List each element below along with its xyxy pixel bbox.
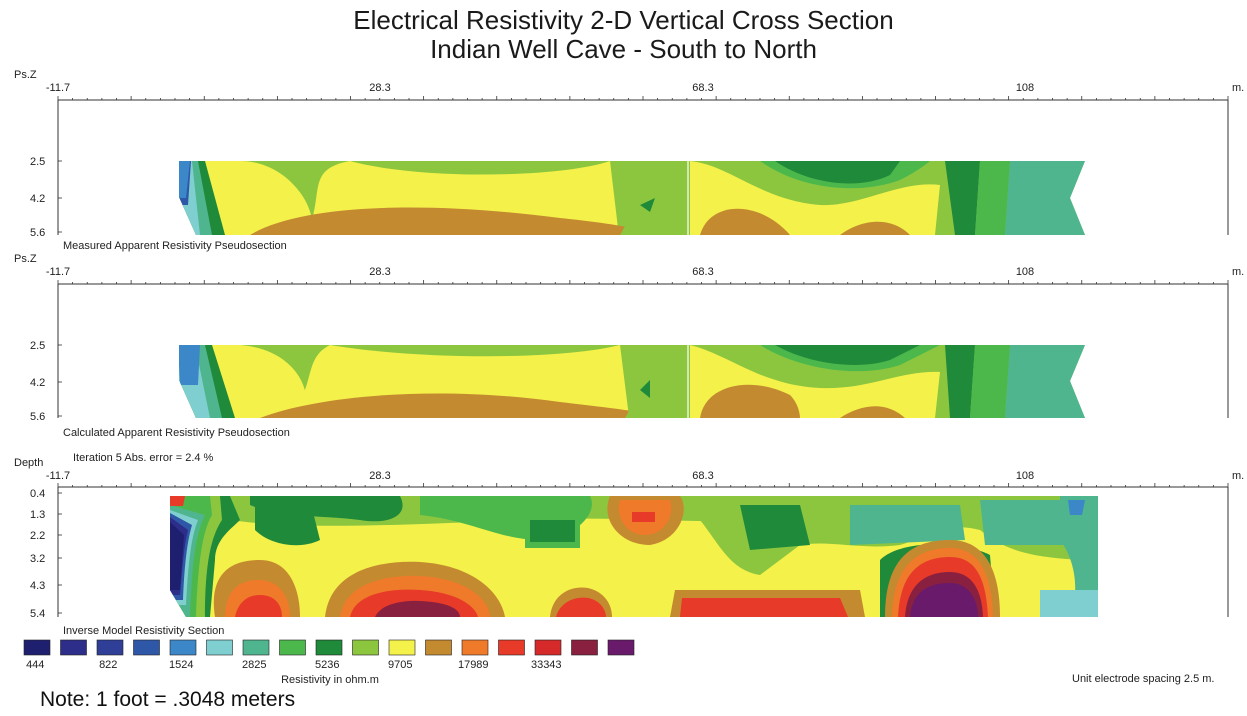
legend-swatch (534, 639, 562, 656)
legend-caption: Resistivity in ohm.m (281, 674, 379, 686)
y-tick-label: 4.2 (30, 193, 45, 205)
y-axis-label: Ps.Z (14, 69, 37, 81)
iteration-error-text: Iteration 5 Abs. error = 2.4 % (73, 452, 214, 464)
unit-electrode-spacing: Unit electrode spacing 2.5 m. (1072, 673, 1215, 685)
x-tick-label: 68.3 (692, 470, 713, 482)
y-axis-label: Ps.Z (14, 253, 37, 265)
legend-swatch (461, 639, 489, 656)
inverse-caption: Inverse Model Resistivity Section (63, 625, 224, 637)
inverse-contour-fill (170, 496, 1098, 617)
legend-value-label: 2825 (242, 659, 266, 671)
legend-swatch (60, 639, 87, 656)
y-tick-label: 3.2 (30, 553, 45, 565)
legend-swatch (388, 639, 416, 656)
x-tick-label: -11.7 (46, 82, 70, 94)
legend-swatch (279, 639, 306, 656)
legend-swatch (607, 639, 635, 656)
y-tick-label: 5.6 (30, 227, 45, 239)
legend-value-label: 9705 (388, 659, 412, 671)
legend-swatch (96, 639, 124, 656)
y-tick-label: 4.3 (30, 580, 45, 592)
legend-swatch (169, 639, 197, 656)
y-tick-label: 2.2 (30, 530, 45, 542)
y-tick-label: 5.4 (30, 608, 45, 620)
x-tick-label: 68.3 (692, 266, 713, 278)
x-tick-label: 28.3 (369, 470, 390, 482)
legend-value-label: 444 (26, 659, 44, 671)
y-axis-label: Depth (14, 457, 43, 469)
legend-swatch (133, 639, 160, 656)
x-tick-label: -11.7 (46, 470, 70, 482)
calculated-caption: Calculated Apparent Resistivity Pseudose… (63, 427, 290, 439)
chart-title-line-1: Electrical Resistivity 2-D Vertical Cros… (353, 5, 894, 35)
inverse-model-section: Depth-11.7 28.3 68.3 108 m. 0.4 1.3 2.2 3.2 4.3 5.… (14, 452, 1244, 637)
legend-value-label: 822 (99, 659, 117, 671)
measured-contour-fill (179, 161, 1085, 235)
x-unit-label: m. (1232, 82, 1244, 94)
measured-pseudosection: Ps.Z -11.7 28.3 68.3 108 m. 2.5 4.2 5.6 Measured… (14, 69, 1244, 252)
x-tick-label: 108 (1016, 470, 1034, 482)
measured-caption: Measured Apparent Resistivity Pseudosect… (63, 240, 287, 252)
y-tick-label: 0.4 (30, 488, 45, 500)
legend-value-label: 33343 (531, 659, 562, 671)
legend-value-label: 1524 (169, 659, 193, 671)
chart-title-line-2: Indian Well Cave - South to North (430, 34, 817, 64)
legend-swatch (206, 639, 233, 656)
y-tick-label: 2.5 (30, 340, 45, 352)
calculated-contour-fill (179, 345, 1085, 418)
x-tick-label: 108 (1016, 82, 1034, 94)
x-tick-label: 68.3 (692, 82, 713, 94)
legend-swatch (571, 639, 598, 656)
x-unit-label: m. (1232, 470, 1244, 482)
legend-value-label: 17989 (458, 659, 489, 671)
legend-swatch (352, 639, 379, 656)
y-tick-label: 2.5 (30, 156, 45, 168)
calculated-pseudosection: Ps.Z -11.7 28.3 68.3 108 m. 2.5 4.2 5.6 Calculat… (14, 253, 1244, 439)
legend-swatch (498, 639, 525, 656)
legend-value-label: 5236 (315, 659, 339, 671)
legend-swatch (242, 639, 270, 656)
y-tick-label: 4.2 (30, 377, 45, 389)
x-unit-label: m. (1232, 266, 1244, 278)
x-tick-label: 108 (1016, 266, 1034, 278)
y-tick-label: 5.6 (30, 411, 45, 423)
y-tick-label: 1.3 (30, 509, 45, 521)
legend-swatch (315, 639, 343, 656)
legend-swatch (23, 639, 51, 656)
resistivity-color-legend: 444 822 1524 2825 5236 9705 17989 33343 (23, 639, 635, 671)
x-tick-label: 28.3 (369, 82, 390, 94)
x-tick-label: -11.7 (46, 266, 70, 278)
legend-swatch (425, 639, 452, 656)
unit-conversion-note: Note: 1 foot = .3048 meters (40, 688, 296, 711)
x-tick-label: 28.3 (369, 266, 390, 278)
